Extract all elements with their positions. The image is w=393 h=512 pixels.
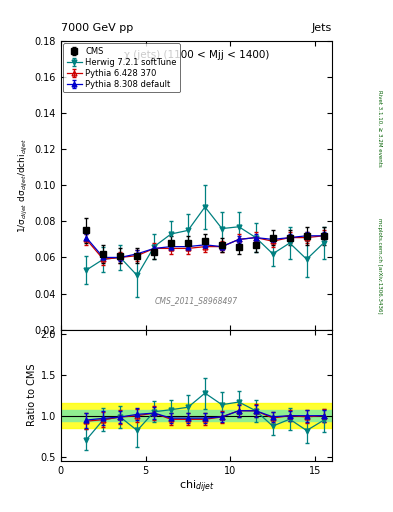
- Bar: [61, 410, 332, 421]
- Text: χ (jets) (1100 < Mjj < 1400): χ (jets) (1100 < Mjj < 1400): [124, 50, 269, 59]
- Y-axis label: 1/σ$_{dijet}$ dσ$_{dijet}$/dchi$_{dijet}$: 1/σ$_{dijet}$ dσ$_{dijet}$/dchi$_{dijet}…: [17, 138, 30, 233]
- Legend: CMS, Herwig 7.2.1 softTune, Pythia 6.428 370, Pythia 8.308 default: CMS, Herwig 7.2.1 softTune, Pythia 6.428…: [63, 44, 180, 92]
- X-axis label: chi$_{dijet}$: chi$_{dijet}$: [179, 478, 214, 495]
- Text: 7000 GeV pp: 7000 GeV pp: [61, 23, 133, 33]
- Text: Rivet 3.1.10, ≥ 3.2M events: Rivet 3.1.10, ≥ 3.2M events: [377, 90, 382, 166]
- Bar: [61, 403, 332, 428]
- Text: mcplots.cern.ch [arXiv:1306.3436]: mcplots.cern.ch [arXiv:1306.3436]: [377, 219, 382, 314]
- Y-axis label: Ratio to CMS: Ratio to CMS: [26, 364, 37, 426]
- Text: CMS_2011_S8968497: CMS_2011_S8968497: [155, 296, 238, 305]
- Text: Jets: Jets: [312, 23, 332, 33]
